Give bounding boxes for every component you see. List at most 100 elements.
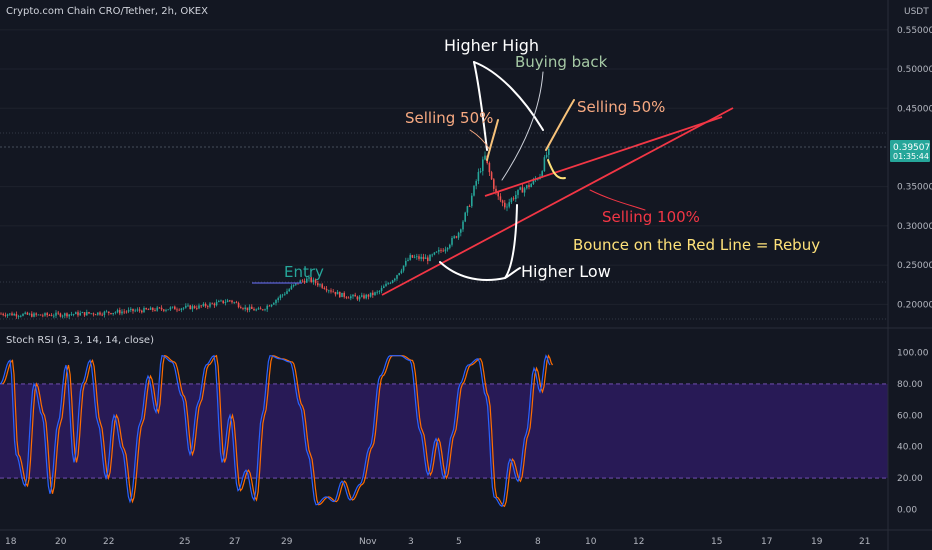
candle-body (61, 315, 64, 317)
candle-body (378, 290, 381, 292)
candle-body (39, 314, 42, 316)
candle-body (154, 310, 156, 311)
candle-body (66, 313, 68, 317)
candle-body (376, 291, 378, 293)
time-tick-label: Nov (359, 537, 377, 547)
candle-body (530, 183, 532, 188)
candle-body (479, 171, 482, 173)
candle-body (292, 284, 295, 287)
price-tag-box (890, 140, 930, 162)
candle-body (521, 187, 524, 193)
candle-body (46, 313, 48, 316)
candle-body (268, 305, 271, 307)
candle-body (455, 236, 458, 238)
candle-body (17, 316, 20, 317)
higher-high-bracket (473, 61, 544, 131)
candle-body (444, 249, 447, 252)
label-entry: Entry (284, 263, 324, 281)
candle-body (310, 277, 312, 283)
candle-body (339, 291, 341, 298)
candle-body (290, 286, 293, 290)
label-selling-50-a: Selling 50% (405, 109, 493, 127)
candle-body (138, 309, 141, 311)
candle-body (79, 313, 81, 316)
candle-body (215, 302, 218, 306)
drawings (439, 61, 646, 282)
candle-body (24, 312, 26, 314)
candle-body (75, 312, 77, 315)
time-tick-label: 18 (5, 537, 17, 547)
candle-body (160, 307, 163, 310)
candle-body (431, 254, 433, 256)
label-selling-100: Selling 100% (602, 208, 700, 226)
candle-body (97, 312, 99, 315)
candle-body (231, 300, 233, 303)
candle-body (303, 280, 306, 283)
time-tick-label: 12 (633, 537, 644, 547)
candle-body (264, 309, 266, 311)
candle-body (319, 284, 321, 286)
candle-body (31, 313, 33, 317)
candle-body (427, 257, 429, 261)
candle-body (22, 313, 24, 316)
candle-body (356, 296, 359, 300)
candle-body (158, 307, 161, 309)
candle-body (308, 277, 310, 279)
candle-body (323, 287, 326, 289)
candle-body (134, 310, 136, 312)
candle-body (519, 187, 521, 190)
price-axis: 0.55000 0.50000 0.45000 0.35000 0.30000 0.250… (897, 26, 932, 310)
candle-body (70, 314, 73, 316)
candle-body (114, 312, 117, 314)
candle-body (198, 305, 200, 309)
candle-body (325, 288, 328, 291)
candle-body (526, 185, 528, 189)
time-tick-label: 5 (456, 537, 462, 547)
candle-body (121, 311, 123, 314)
candle-body (123, 311, 125, 313)
candle-body (248, 306, 251, 311)
candle-body (504, 202, 506, 208)
selling-50-a-pointer (469, 129, 491, 151)
candle-body (218, 301, 220, 303)
candle-body (163, 309, 165, 311)
candle-body (200, 305, 202, 307)
candle-body (26, 312, 29, 315)
time-tick-label: 21 (859, 537, 870, 547)
candle-body (495, 188, 497, 192)
candle-body (9, 313, 11, 315)
candle-body (460, 229, 462, 233)
candle-body (490, 172, 493, 180)
candle-body (446, 247, 449, 250)
selling-100-pointer (589, 189, 646, 211)
time-tick-label: 17 (761, 537, 772, 547)
candle-body (257, 308, 260, 310)
candle-body (418, 256, 420, 259)
candle-body (517, 189, 519, 195)
candle-body (332, 291, 334, 293)
candle-body (321, 284, 323, 288)
candle-body (176, 309, 178, 311)
candle-body (543, 157, 546, 172)
price-tag-countdown: 01:35:44 (893, 152, 929, 161)
price-tick-label: 0.35000 (897, 183, 932, 193)
time-tick-label: 25 (179, 537, 190, 547)
candle-body (398, 273, 400, 276)
candle-body (259, 308, 262, 310)
candle-body (57, 312, 59, 314)
time-axis: 18 20 22 25 27 29 Nov 3 5 8 10 12 15 17 19 21 (5, 537, 870, 547)
candle-body (449, 244, 451, 248)
time-tick-label: 15 (711, 537, 722, 547)
time-tick-label: 27 (229, 537, 240, 547)
candle-body (185, 305, 187, 308)
candle-body (105, 311, 108, 313)
candle-body (429, 254, 431, 261)
candle-body (77, 312, 79, 316)
candle-body (468, 206, 471, 207)
time-tick-label: 3 (408, 537, 414, 547)
candle-body (108, 311, 110, 314)
candle-body (94, 314, 97, 316)
candle-body (136, 309, 139, 311)
candle-body (422, 256, 425, 259)
